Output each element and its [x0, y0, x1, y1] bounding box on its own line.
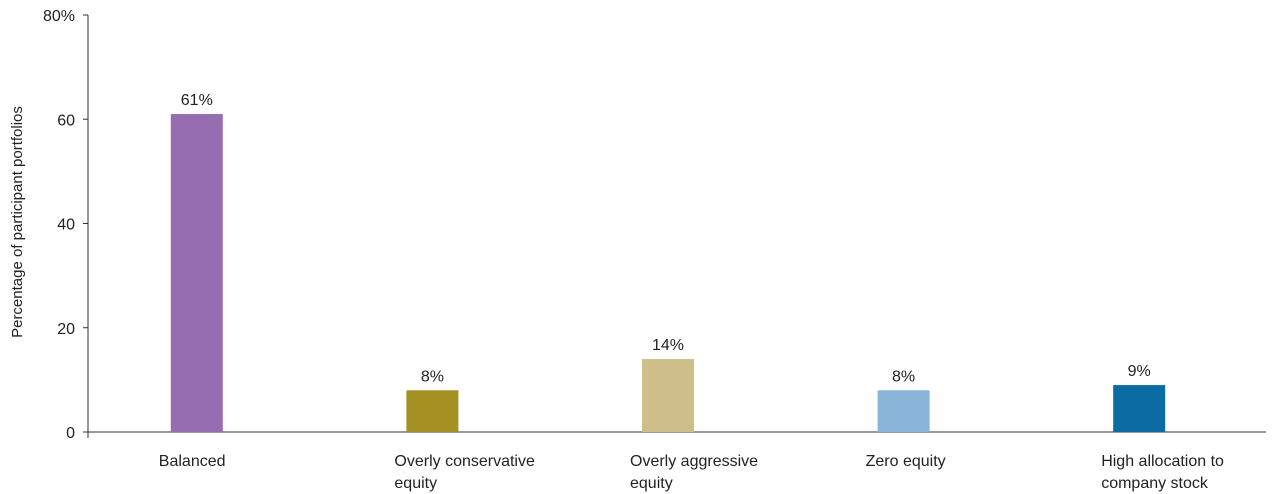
bar-value-label: 8%: [892, 368, 915, 385]
bar-value-label: 8%: [421, 368, 444, 385]
x-category-label: Zero equity: [866, 453, 946, 470]
data-labels: 61% 8% 14% 8% 9%: [181, 92, 1151, 385]
bar: [170, 114, 223, 432]
x-axis: Balanced Overly conservative equity Overly …: [87, 431, 1266, 492]
y-tick-label: 20: [57, 321, 75, 338]
x-category-label: Balanced: [159, 453, 226, 470]
x-category-label: Overly conservative equity: [394, 453, 535, 492]
bar: [877, 390, 930, 432]
y-tick-label: 60: [57, 112, 75, 129]
bar: [1113, 385, 1166, 432]
x-category-label: Overly aggressive equity: [630, 453, 758, 492]
y-axis: 0 20 40 60 80%: [43, 8, 89, 442]
bar-value-label: 14%: [652, 337, 684, 354]
bar: [642, 359, 694, 432]
x-category-label: High allocation to company stock: [1101, 453, 1224, 492]
bar-value-label: 9%: [1128, 363, 1151, 380]
y-tick-label: 0: [66, 425, 75, 442]
y-axis-title: Percentage of participant portfolios: [9, 106, 26, 338]
bar: [406, 390, 459, 432]
bars: [170, 114, 1166, 432]
y-tick-label: 40: [57, 217, 75, 234]
y-tick-label: 80%: [43, 8, 75, 25]
bar-value-label: 61%: [181, 92, 213, 109]
